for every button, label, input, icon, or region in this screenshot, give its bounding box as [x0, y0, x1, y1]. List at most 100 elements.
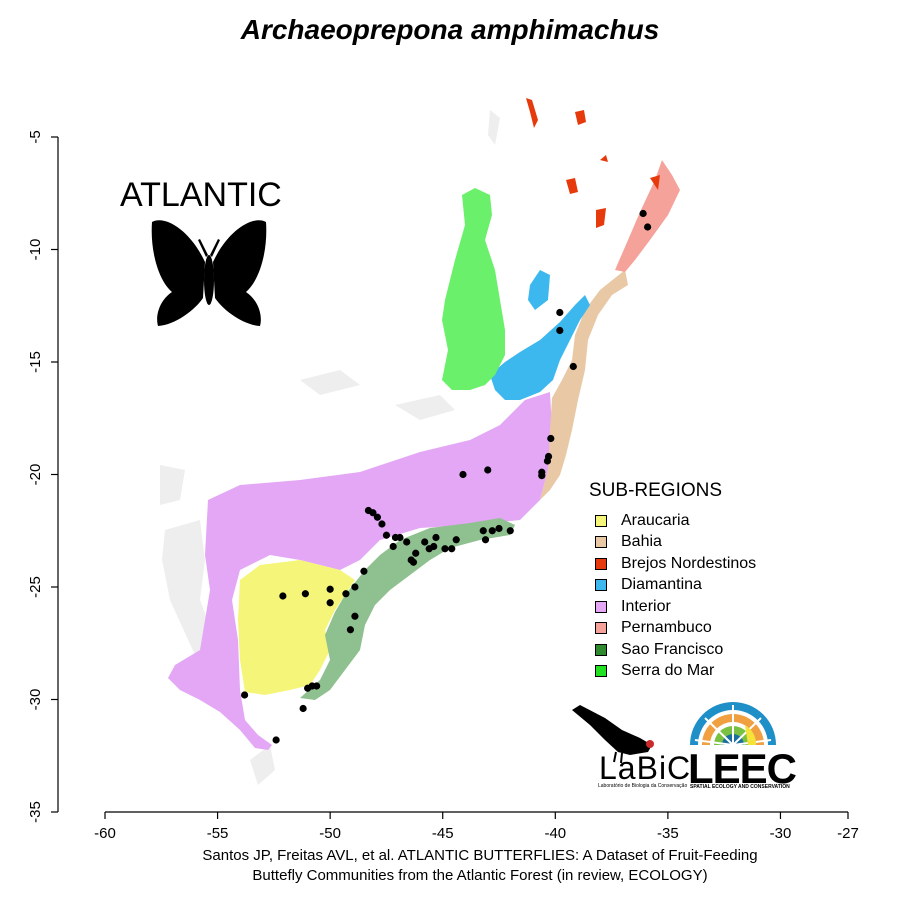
region-bahia [540, 270, 628, 500]
legend-title: SUB-REGIONS [589, 480, 723, 501]
record-point [409, 558, 418, 566]
legend-swatch [595, 600, 607, 613]
record-point [299, 704, 307, 713]
record-point [639, 209, 647, 218]
y-axis-ticks: -5 -10 -15 -20 -25 -30 -35 [27, 130, 58, 823]
legend-label: Pernambuco [621, 619, 712, 637]
x-tick-label: -45 [432, 825, 454, 842]
legend-label: Sao Francisco [621, 640, 724, 658]
legend-swatch [595, 579, 607, 592]
legend-label: Araucaria [621, 511, 690, 529]
record-point [495, 524, 503, 533]
x-tick-label: -55 [207, 825, 229, 842]
region-brejos-nordestinos [526, 98, 660, 228]
record-points [240, 209, 652, 744]
legend-label: Brejos Nordestinos [621, 554, 757, 572]
region-interior [168, 392, 552, 750]
legend-swatch [595, 514, 607, 527]
legend-swatch [595, 536, 607, 549]
y-tick-label: -5 [27, 130, 44, 143]
record-point [342, 590, 350, 598]
y-tick-label: -25 [27, 576, 44, 598]
bird-logo-icon [572, 705, 654, 764]
record-point [484, 466, 492, 474]
legend: Araucaria Bahia Brejos Nordestinos Diamanti… [595, 510, 756, 682]
record-point [459, 470, 467, 479]
x-tick-label: -40 [544, 825, 566, 842]
legend-label: Serra do Mar [621, 662, 715, 680]
leec-logo-subtitle: SPATIAL ECOLOGY AND CONSERVATION [690, 784, 790, 790]
butterfly-icon [151, 220, 267, 326]
record-point [403, 538, 411, 546]
record-point [543, 457, 552, 465]
record-point [272, 736, 280, 744]
record-point [481, 536, 490, 544]
record-point [378, 520, 386, 528]
record-point [364, 506, 373, 515]
citation-line-1: Santos JP, Freitas AVL, et al. ATLANTIC … [202, 847, 758, 864]
record-point [373, 513, 382, 521]
record-point [326, 599, 334, 607]
y-tick-label: -10 [27, 239, 44, 261]
record-point [644, 223, 652, 231]
record-point [304, 684, 312, 692]
record-point [538, 472, 546, 480]
y-tick-label: -30 [27, 689, 44, 711]
record-point [441, 545, 449, 553]
record-point [351, 612, 359, 620]
map-title: Archaeoprepona amphimachus [240, 14, 660, 45]
record-point [382, 531, 391, 539]
x-axis-ticks: -60 -55 -50 -45 -40 -35 -30 -27 [94, 812, 859, 842]
outside-region-shapes [160, 110, 500, 785]
citation-credit: Santos JP, Freitas AVL, et al. ATLANTIC … [0, 846, 900, 886]
record-point [448, 545, 456, 553]
citation-line-2: Buttefly Communities from the Atlantic F… [252, 867, 708, 884]
record-point [391, 533, 400, 542]
leec-sunburst-icon [690, 702, 776, 746]
labic-logo-subtitle: Laboratório de Biologia da Conservação [598, 783, 688, 789]
record-point [389, 542, 397, 551]
legend-swatch [595, 557, 607, 570]
record-point [452, 536, 460, 544]
record-point [360, 567, 368, 575]
x-tick-label: -35 [657, 825, 679, 842]
x-tick-label: -50 [319, 825, 341, 842]
y-tick-label: -20 [27, 464, 44, 486]
record-point [279, 592, 287, 600]
atlantic-badge-label: ATLANTIC [120, 176, 282, 214]
record-point [240, 691, 249, 699]
legend-item: Brejos Nordestinos [595, 553, 756, 575]
leec-logo-text: LEEC [688, 745, 797, 792]
record-point [556, 326, 564, 335]
legend-swatch [595, 643, 607, 656]
record-point [421, 538, 429, 546]
legend-item: Diamantina [595, 575, 756, 597]
record-point [479, 527, 487, 535]
legend-item: Araucaria [595, 510, 756, 532]
record-point [432, 533, 440, 542]
legend-item: Interior [595, 596, 756, 618]
record-point [351, 583, 359, 591]
record-point [346, 626, 355, 634]
record-point [301, 590, 309, 598]
region-araucaria [238, 560, 355, 695]
y-tick-label: -35 [27, 801, 44, 823]
x-tick-label: -30 [770, 825, 792, 842]
legend-label: Diamantina [621, 576, 702, 594]
x-tick-label: -60 [94, 825, 116, 842]
region-diamantina [490, 295, 590, 400]
record-point [547, 434, 555, 443]
x-tick-label: -27 [837, 825, 859, 842]
record-point [569, 362, 577, 371]
legend-label: Interior [621, 597, 671, 615]
y-tick-label: -15 [27, 351, 44, 373]
legend-label: Bahia [621, 533, 662, 551]
record-point [326, 585, 334, 593]
record-point [506, 527, 514, 535]
legend-item: Bahia [595, 532, 756, 554]
legend-swatch [595, 665, 607, 678]
record-point [488, 527, 496, 535]
labic-logo-text: LaBiC [599, 750, 692, 786]
legend-item: Pernambuco [595, 618, 756, 640]
